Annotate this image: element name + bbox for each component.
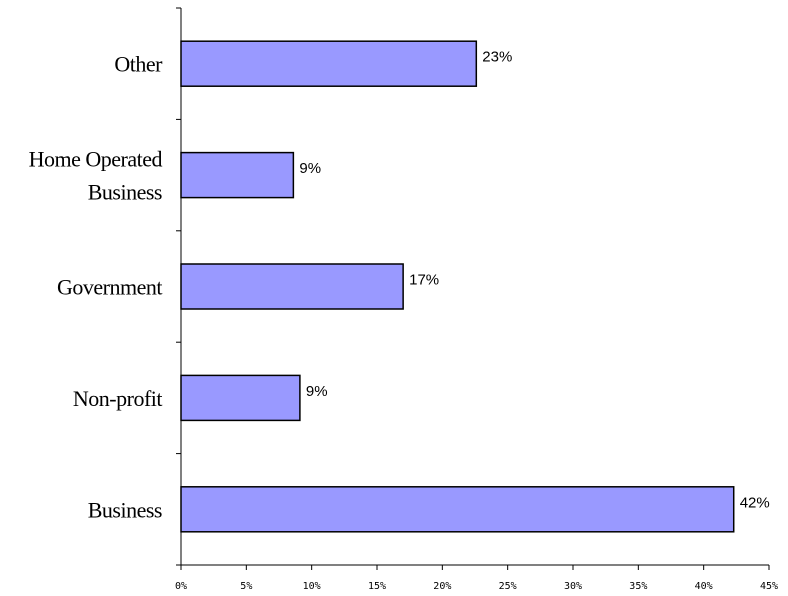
x-tick-label: 35% (629, 581, 647, 592)
x-tick-label: 30% (564, 581, 582, 592)
x-tick-label: 15% (368, 581, 386, 592)
x-tick-label: 25% (499, 581, 517, 592)
x-tick-labels: 0% 5% 10% 15% 20% 25% 30% 35% 40% 45% (175, 581, 778, 592)
category-label-business: Business (88, 497, 162, 522)
x-tick-label: 10% (303, 581, 321, 592)
category-label-home-operated-business: Home Operated Business (29, 147, 163, 205)
bar-government (180, 263, 404, 310)
bar-home-operated-business (180, 151, 295, 199)
data-label-other: 23% (482, 49, 512, 66)
x-tick-label: 5% (240, 581, 252, 592)
x-tick-label: 40% (695, 581, 713, 592)
data-label-government: 17% (409, 272, 439, 289)
data-label-business: 42% (740, 494, 770, 511)
x-tick-label: 20% (433, 581, 451, 592)
x-tick-label: 45% (760, 581, 778, 592)
bar-business (180, 486, 735, 533)
category-label-other: Other (114, 52, 163, 77)
x-tick-label: 0% (175, 581, 187, 592)
bar-other (180, 40, 478, 87)
category-labels: Business Non-profit Government Home Operate… (29, 52, 164, 523)
data-label-non-profit: 9% (306, 383, 328, 400)
category-label-government: Government (57, 275, 162, 300)
data-labels: 42% 9% 17% 9% 23% (299, 49, 769, 512)
data-label-home-operated-business: 9% (299, 160, 321, 177)
bar-non-profit (180, 374, 301, 422)
bars (180, 40, 735, 533)
category-label-non-profit: Non-profit (73, 386, 162, 411)
